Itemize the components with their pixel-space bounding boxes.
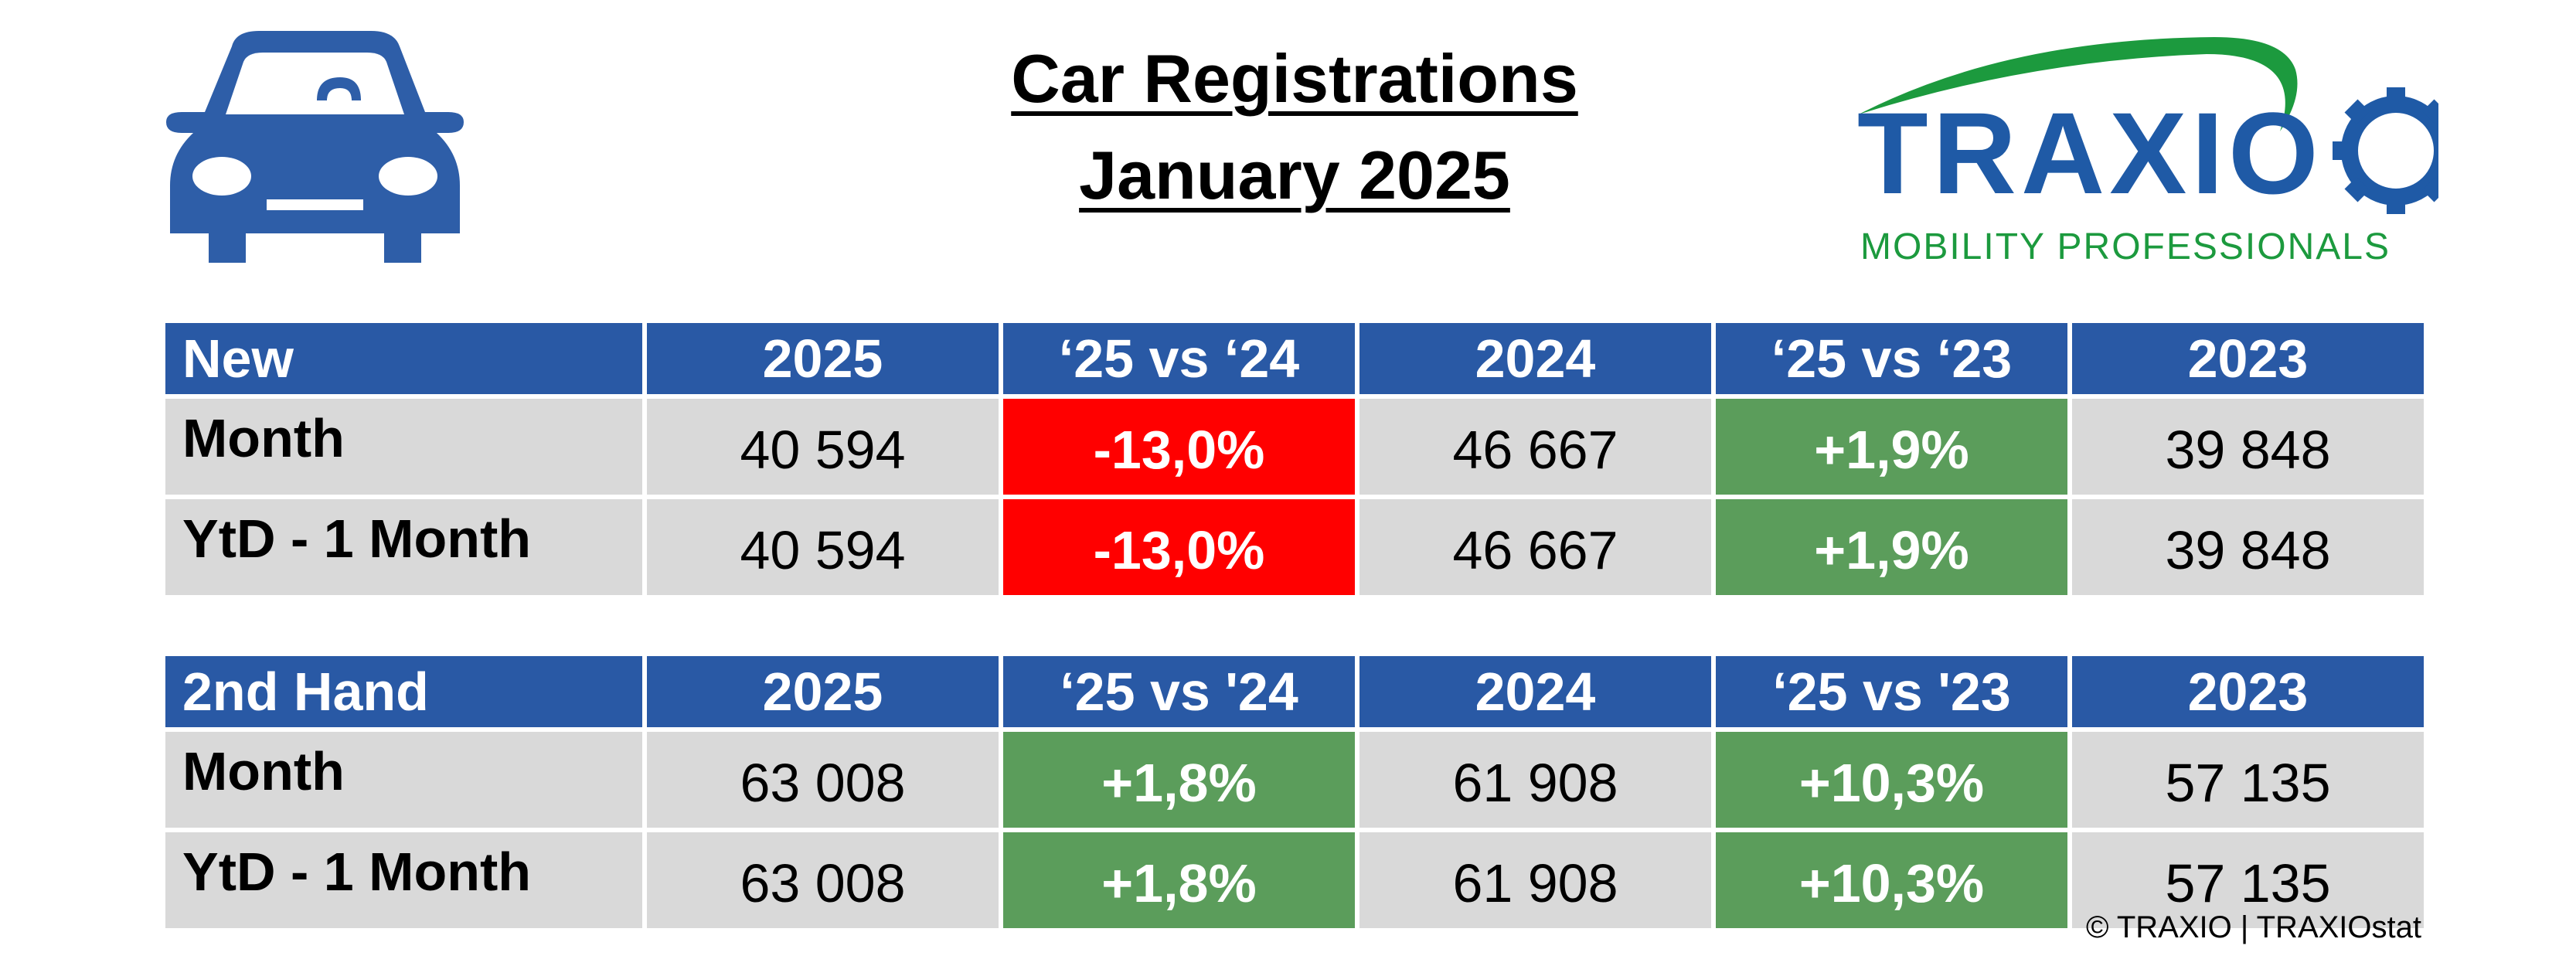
- column-header: 2025: [647, 656, 999, 727]
- column-header: 2024: [1359, 323, 1711, 394]
- column-header: New: [165, 323, 642, 394]
- page-subtitle: January 2025: [1079, 137, 1510, 213]
- column-header: 2024: [1359, 656, 1711, 727]
- car-icon: [166, 31, 464, 263]
- change-cell-negative: -13,0%: [1003, 499, 1355, 595]
- logo-wordmark: TRAXIO: [1857, 88, 2323, 218]
- value-cell: 63 008: [647, 832, 999, 928]
- change-cell-positive: +1,9%: [1716, 499, 2067, 595]
- change-cell-positive: +1,8%: [1003, 732, 1355, 828]
- page-title: Car Registrations: [1011, 40, 1578, 117]
- value-cell: 40 594: [647, 399, 999, 495]
- change-cell-positive: +10,3%: [1716, 732, 2067, 828]
- value-cell: 46 667: [1359, 499, 1711, 595]
- column-header: 2023: [2072, 656, 2424, 727]
- table-row: YtD - 1 Month 63 008 +1,8% 61 908 +10,3%…: [165, 832, 2424, 928]
- column-header: 2nd Hand: [165, 656, 642, 727]
- row-label: Month: [165, 399, 642, 495]
- logo-tagline: MOBILITY PROFESSIONALS: [1860, 226, 2391, 267]
- change-cell-positive: +10,3%: [1716, 832, 2067, 928]
- table-row: Month 40 594 -13,0% 46 667 +1,9% 39 848: [165, 399, 2424, 495]
- value-cell: 57 135: [2072, 832, 2424, 928]
- change-cell-negative: -13,0%: [1003, 399, 1355, 495]
- row-label: YtD - 1 Month: [165, 832, 642, 928]
- second-hand-registrations-table: 2nd Hand 2025 ‘25 vs '24 2024 ‘25 vs '23…: [161, 651, 2428, 933]
- value-cell: 61 908: [1359, 732, 1711, 828]
- row-label: YtD - 1 Month: [165, 499, 642, 595]
- column-header: ‘25 vs '23: [1716, 656, 2067, 727]
- value-cell: 39 848: [2072, 499, 2424, 595]
- column-header: 2023: [2072, 323, 2424, 394]
- column-header: ‘25 vs '24: [1003, 656, 1355, 727]
- row-label: Month: [165, 732, 642, 828]
- value-cell: 57 135: [2072, 732, 2424, 828]
- column-header: ‘25 vs ‘23: [1716, 323, 2067, 394]
- table-row: Month 63 008 +1,8% 61 908 +10,3% 57 135: [165, 732, 2424, 828]
- value-cell: 46 667: [1359, 399, 1711, 495]
- copyright-notice: © TRAXIO | TRAXIOstat: [2085, 910, 2421, 944]
- traxio-logo: TRAXIO MOBILITY PROFESSIONALS: [1857, 37, 2438, 267]
- column-header: ‘25 vs ‘24: [1003, 323, 1355, 394]
- gear-icon: [2333, 87, 2438, 214]
- table-header-row: 2nd Hand 2025 ‘25 vs '24 2024 ‘25 vs '23…: [165, 656, 2424, 727]
- value-cell: 63 008: [647, 732, 999, 828]
- change-cell-positive: +1,9%: [1716, 399, 2067, 495]
- new-registrations-table: New 2025 ‘25 vs ‘24 2024 ‘25 vs ‘23 2023…: [161, 318, 2428, 600]
- column-header: 2025: [647, 323, 999, 394]
- value-cell: 61 908: [1359, 832, 1711, 928]
- table-row: YtD - 1 Month 40 594 -13,0% 46 667 +1,9%…: [165, 499, 2424, 595]
- change-cell-positive: +1,8%: [1003, 832, 1355, 928]
- value-cell: 39 848: [2072, 399, 2424, 495]
- table-header-row: New 2025 ‘25 vs ‘24 2024 ‘25 vs ‘23 2023: [165, 323, 2424, 394]
- value-cell: 40 594: [647, 499, 999, 595]
